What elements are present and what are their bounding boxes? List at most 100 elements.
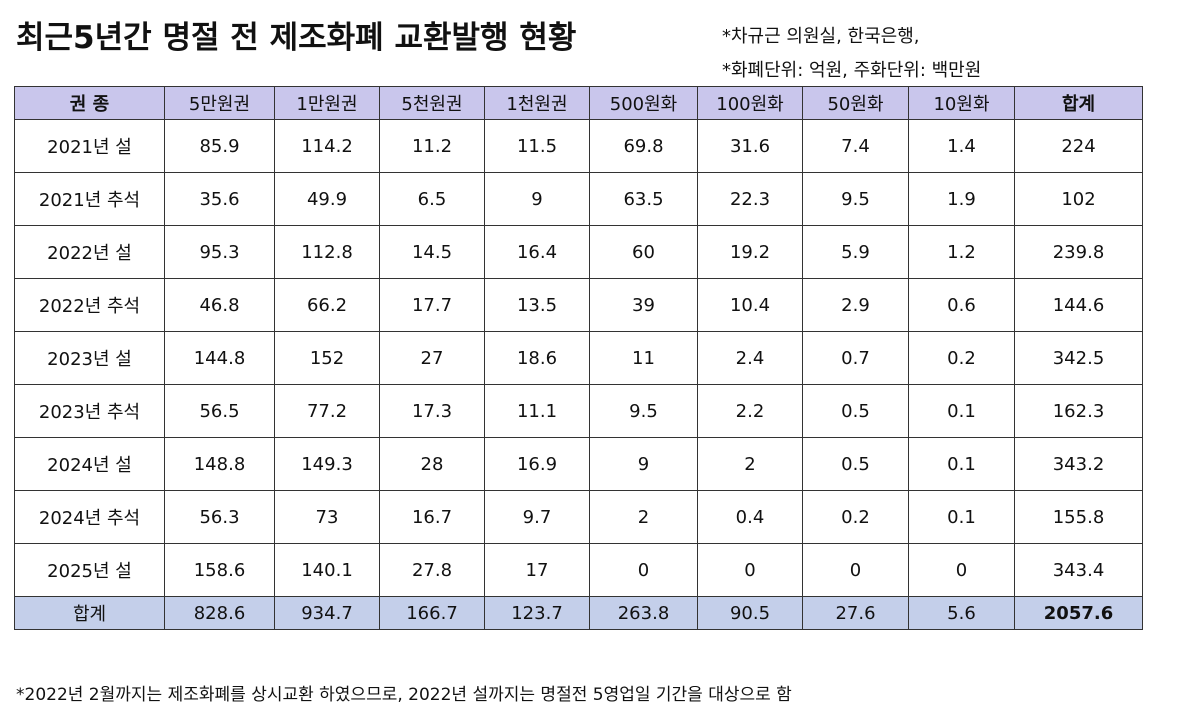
- table-cell: 27: [379, 331, 485, 385]
- table-cell: 0.4: [697, 490, 803, 544]
- total-cell: 90.5: [697, 596, 803, 630]
- table-cell: 343.2: [1014, 437, 1143, 491]
- column-header: 100원화: [697, 86, 803, 120]
- column-header: 1만원권: [274, 86, 380, 120]
- source-line-1: *차규근 의원실, 한국은행,: [722, 26, 920, 47]
- table-cell: 73: [274, 490, 380, 544]
- table-cell: 0: [589, 543, 698, 597]
- column-header: 5천원권: [379, 86, 485, 120]
- table-cell: 112.8: [274, 225, 380, 279]
- table-row: 2022년 추석 46.8 66.2 17.7 13.5 39 10.4 2.9 0.6 144.…: [14, 278, 1143, 332]
- table-cell: 16.9: [484, 437, 590, 491]
- table-cell: 66.2: [274, 278, 380, 332]
- table-cell: 342.5: [1014, 331, 1143, 385]
- total-cell: 934.7: [274, 596, 380, 630]
- table-cell: 224: [1014, 119, 1143, 173]
- table-cell: 149.3: [274, 437, 380, 491]
- table-cell: 17.3: [379, 384, 485, 438]
- table-row: 2022년 설 95.3 112.8 14.5 16.4 60 19.2 5.9 1.2 239.…: [14, 225, 1143, 279]
- total-cell: 2057.6: [1014, 596, 1143, 630]
- table-cell: 162.3: [1014, 384, 1143, 438]
- table-cell: 16.4: [484, 225, 590, 279]
- table-header-row: 권 종 5만원권 1만원권 5천원권 1천원권 500원화 100원화 50원화…: [14, 86, 1143, 120]
- table-row: 2021년 설 85.9 114.2 11.2 11.5 69.8 31.6 7.4 1.4 22…: [14, 119, 1143, 173]
- table-cell: 9: [484, 172, 590, 226]
- table-cell: 140.1: [274, 543, 380, 597]
- table-cell: 22.3: [697, 172, 803, 226]
- total-cell: 166.7: [379, 596, 485, 630]
- column-header: 50원화: [802, 86, 909, 120]
- table-cell: 35.6: [164, 172, 275, 226]
- table-cell: 7.4: [802, 119, 909, 173]
- source-line-2: *화폐단위: 억원, 주화단위: 백만원: [722, 60, 982, 81]
- row-label-cell: 2023년 추석: [14, 384, 165, 438]
- table-cell: 13.5: [484, 278, 590, 332]
- column-header: 5만원권: [164, 86, 275, 120]
- table-cell: 14.5: [379, 225, 485, 279]
- table-cell: 63.5: [589, 172, 698, 226]
- table-cell: 1.4: [908, 119, 1015, 173]
- table-cell: 28: [379, 437, 485, 491]
- table-cell: 0.1: [908, 384, 1015, 438]
- table-cell: 0.7: [802, 331, 909, 385]
- table-cell: 1.9: [908, 172, 1015, 226]
- table-cell: 6.5: [379, 172, 485, 226]
- table-cell: 102: [1014, 172, 1143, 226]
- table-row: 2024년 설 148.8 149.3 28 16.9 9 2 0.5 0.1 343.2: [14, 437, 1143, 491]
- table-cell: 11: [589, 331, 698, 385]
- table-cell: 0.1: [908, 490, 1015, 544]
- table-cell: 27.8: [379, 543, 485, 597]
- table-cell: 144.8: [164, 331, 275, 385]
- table-cell: 69.8: [589, 119, 698, 173]
- column-header: 권 종: [14, 86, 165, 120]
- table-cell: 19.2: [697, 225, 803, 279]
- table-cell: 0.1: [908, 437, 1015, 491]
- row-label-cell: 2022년 추석: [14, 278, 165, 332]
- table-cell: 239.8: [1014, 225, 1143, 279]
- table-cell: 9.5: [589, 384, 698, 438]
- table-row: 2025년 설 158.6 140.1 27.8 17 0 0 0 0 343.4: [14, 543, 1143, 597]
- table-cell: 0.2: [802, 490, 909, 544]
- table-cell: 158.6: [164, 543, 275, 597]
- table-cell: 60: [589, 225, 698, 279]
- table-cell: 85.9: [164, 119, 275, 173]
- table-cell: 0.5: [802, 437, 909, 491]
- table-cell: 1.2: [908, 225, 1015, 279]
- column-header: 10원화: [908, 86, 1015, 120]
- table-cell: 0.6: [908, 278, 1015, 332]
- table-cell: 11.5: [484, 119, 590, 173]
- total-cell: 27.6: [802, 596, 909, 630]
- table-cell: 148.8: [164, 437, 275, 491]
- table-cell: 9: [589, 437, 698, 491]
- table-cell: 31.6: [697, 119, 803, 173]
- table-cell: 9.7: [484, 490, 590, 544]
- table-cell: 16.7: [379, 490, 485, 544]
- column-header: 합계: [1014, 86, 1143, 120]
- table-cell: 155.8: [1014, 490, 1143, 544]
- table-row: 2023년 설 144.8 152 27 18.6 11 2.4 0.7 0.2 342.5: [14, 331, 1143, 385]
- row-label-cell: 2021년 설: [14, 119, 165, 173]
- table-cell: 17: [484, 543, 590, 597]
- table-cell: 10.4: [697, 278, 803, 332]
- total-cell: 123.7: [484, 596, 590, 630]
- row-label-cell: 2025년 설: [14, 543, 165, 597]
- table-cell: 343.4: [1014, 543, 1143, 597]
- total-cell: 합계: [14, 596, 165, 630]
- source-note: *차규근 의원실, 한국은행, *화폐단위: 억원, 주화단위: 백만원: [722, 20, 981, 88]
- table-cell: 0: [697, 543, 803, 597]
- footnote: *2022년 2월까지는 제조화폐를 상시교환 하였으므로, 2022년 설까지…: [16, 685, 792, 705]
- table-cell: 9.5: [802, 172, 909, 226]
- row-label-cell: 2021년 추석: [14, 172, 165, 226]
- table-cell: 5.9: [802, 225, 909, 279]
- table-cell: 18.6: [484, 331, 590, 385]
- table-row: 2024년 추석 56.3 73 16.7 9.7 2 0.4 0.2 0.1 155.8: [14, 490, 1143, 544]
- table-total-row: 합계 828.6 934.7 166.7 123.7 263.8 90.5 27…: [14, 596, 1143, 630]
- table-row: 2023년 추석 56.5 77.2 17.3 11.1 9.5 2.2 0.5 0.1 162.…: [14, 384, 1143, 438]
- table-cell: 2: [697, 437, 803, 491]
- row-label-cell: 2022년 설: [14, 225, 165, 279]
- table-cell: 114.2: [274, 119, 380, 173]
- column-header: 1천원권: [484, 86, 590, 120]
- currency-exchange-table: 권 종 5만원권 1만원권 5천원권 1천원권 500원화 100원화 50원화…: [14, 86, 1143, 630]
- table-body: 2021년 설 85.9 114.2 11.2 11.5 69.8 31.6 7.4 1.4 22…: [14, 119, 1143, 597]
- table-cell: 49.9: [274, 172, 380, 226]
